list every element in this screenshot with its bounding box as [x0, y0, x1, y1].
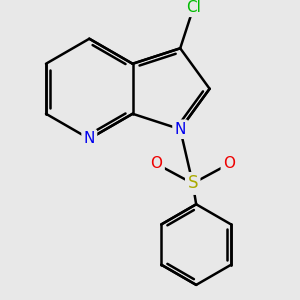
Text: O: O — [223, 157, 235, 172]
Text: N: N — [175, 122, 186, 137]
Text: Cl: Cl — [186, 0, 201, 15]
Text: O: O — [151, 157, 163, 172]
Text: S: S — [188, 174, 198, 192]
Text: N: N — [84, 131, 95, 146]
